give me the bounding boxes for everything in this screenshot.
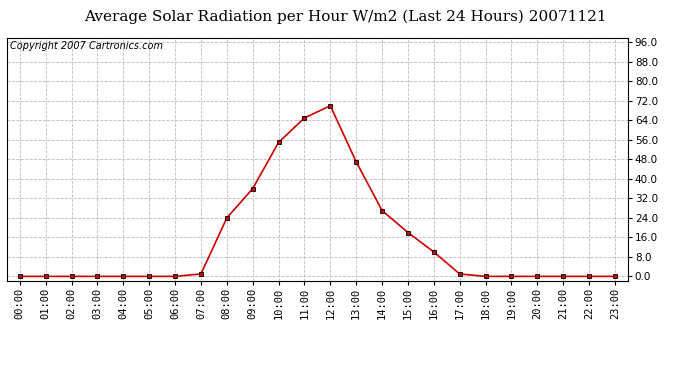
Text: Average Solar Radiation per Hour W/m2 (Last 24 Hours) 20071121: Average Solar Radiation per Hour W/m2 (L…	[83, 9, 607, 24]
Text: Copyright 2007 Cartronics.com: Copyright 2007 Cartronics.com	[10, 41, 163, 51]
